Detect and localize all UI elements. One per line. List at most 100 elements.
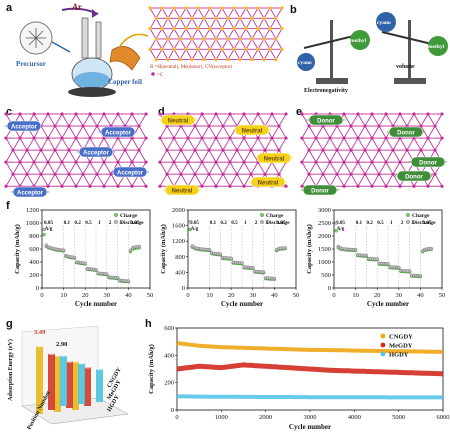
network-bond [434,173,443,187]
network-bond [322,125,331,139]
y-tick-label: 0 [328,285,331,292]
condenser-tube [95,21,102,59]
legend-marker [405,212,410,217]
network-node [166,37,170,41]
data-point-discharge [240,261,244,265]
network-bond [343,173,352,187]
network-bond [301,137,310,151]
network-bond [245,28,253,40]
network-node [184,27,188,31]
network-node [440,112,444,116]
network-bond [54,161,63,175]
network-bond [138,137,147,151]
network-node [307,124,311,128]
network-bond [364,161,373,175]
network-node [172,160,176,164]
network-bond [47,113,56,127]
network-bond [191,28,199,40]
network-node [214,16,218,20]
network-node [208,27,212,31]
network-node [370,136,374,140]
network-bond [110,113,119,127]
data-point-discharge [429,246,433,251]
network-node [158,160,162,164]
network-bond [257,137,266,151]
network-node [221,148,225,152]
network-bond [392,113,401,127]
network-node [144,112,148,116]
network-bond [243,137,252,151]
network-bond [264,113,273,127]
network-node [433,148,437,152]
network-bond [322,149,331,163]
network-node [280,47,284,51]
network-bond [378,113,387,127]
network-node [314,136,318,140]
network-node [137,124,141,128]
legend-text: Discharge [266,220,290,226]
data-point-charge [42,233,46,237]
x-axis-label: Cycle number [75,300,117,308]
network-bond [406,113,415,127]
network-node [60,112,64,116]
network-bond [203,28,211,40]
panel-f-right: 0 10 20 30 40 50 0 500 1000 1500 2000 2500 3000 0.05 A… [304,204,450,312]
network-node [270,112,274,116]
data-point-discharge [251,266,255,270]
network-bond [117,137,126,151]
network-bond [179,18,187,29]
y-tick-label: 2000 [172,207,185,214]
network-node [172,27,176,31]
network-bond [191,7,199,19]
data-point-discharge [207,248,212,252]
network-node [307,172,311,176]
network-bond [343,149,352,163]
methyl-label-left: methyl [350,38,367,44]
rate-label: 0.05 [276,220,285,226]
network-bond [343,161,352,175]
legend-text: Discharge [412,220,436,226]
network-node [242,184,246,188]
network-bond [96,173,105,187]
rate-chart-middle: 0 10 20 30 40 5004008001200160020000.05A/g0.1… [160,207,299,308]
network-bond [222,113,231,127]
y-axis-label: Capacity (mAh/g) [148,344,155,394]
ar-arrow-head [92,9,98,18]
bar-top [60,354,67,357]
legend-text: HGDY [389,352,409,359]
network-node [220,6,224,10]
network-node [300,184,304,188]
network-bond [350,113,359,127]
network-bond [61,125,70,139]
legend-marker [113,212,118,217]
network-node [356,160,360,164]
network-node [208,47,212,51]
network-bond [155,7,163,19]
rate-label: 5 [266,220,269,226]
rate-label: 0.1 [356,220,363,226]
data-point-discharge [272,276,277,281]
group-label-pill [78,146,114,158]
network-bond [54,113,63,127]
network-node [160,6,164,10]
network-node [268,6,272,10]
x-tick-label: 40 [271,292,278,299]
bar-cngdy [72,361,79,410]
panel-label-e: e [296,106,303,118]
data-point-discharge [61,248,66,252]
network-bond [159,149,168,163]
network-node [328,160,332,164]
network-bond [167,18,175,29]
network-bond [155,18,163,29]
network-bond [308,125,317,139]
network-node [377,172,381,176]
network-bond [19,137,28,151]
panel-e-svg: Donor Donor Donor Donor Donor [300,112,448,196]
network-node [102,112,106,116]
group-label-text: Acceptor [117,171,144,177]
network-bond [239,7,247,19]
network-bond [138,149,147,163]
network-bond [173,161,182,175]
network-node [116,112,120,116]
network-bond [243,173,252,187]
